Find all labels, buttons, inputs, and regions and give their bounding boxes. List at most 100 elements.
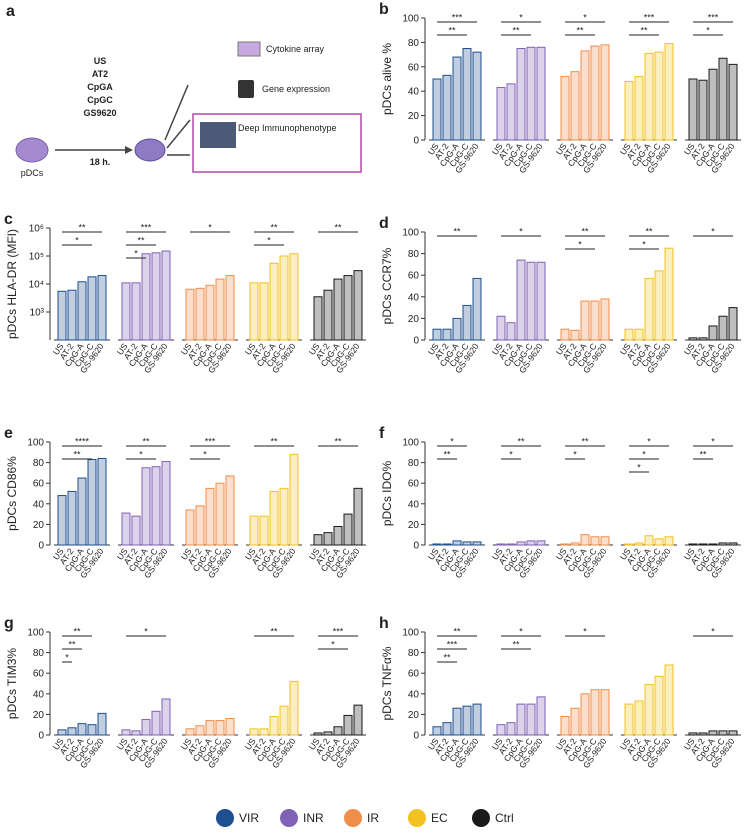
bar xyxy=(506,322,516,341)
bar xyxy=(590,300,600,341)
bar xyxy=(472,277,482,341)
bar xyxy=(269,490,279,546)
significance-label: ** xyxy=(443,653,451,663)
bar xyxy=(634,328,644,341)
bar xyxy=(718,57,728,141)
significance-label: ** xyxy=(270,437,278,447)
bar xyxy=(323,532,333,546)
bar xyxy=(77,477,87,546)
bar xyxy=(442,543,452,546)
bar xyxy=(728,542,738,546)
bar xyxy=(141,467,151,546)
y-tick-label: 40 xyxy=(408,87,420,98)
bar xyxy=(353,487,363,546)
y-tick-label: 60 xyxy=(33,669,45,680)
bar xyxy=(728,730,738,736)
significance-label: * xyxy=(331,640,335,650)
bar xyxy=(141,253,151,341)
bar xyxy=(536,261,546,341)
bar xyxy=(560,76,570,141)
bar xyxy=(121,512,131,546)
bar xyxy=(526,703,536,736)
significance-label: ** xyxy=(645,227,653,237)
y-tick-label: 10⁴ xyxy=(29,280,44,291)
significance-label: ** xyxy=(334,437,342,447)
bar xyxy=(161,250,171,341)
bar xyxy=(516,541,526,546)
bar xyxy=(151,466,161,546)
bar xyxy=(698,543,708,546)
bar xyxy=(634,700,644,736)
significance-label: *** xyxy=(708,13,719,23)
y-tick-label: 80 xyxy=(408,249,420,260)
bar xyxy=(131,515,141,546)
y-tick-label: 60 xyxy=(408,669,420,680)
bar xyxy=(442,74,452,141)
significance-label: * xyxy=(706,26,710,36)
significance-label: * xyxy=(573,450,577,460)
bar xyxy=(249,282,259,341)
bar xyxy=(590,45,600,141)
bar xyxy=(644,535,654,546)
bar xyxy=(67,727,77,736)
bar xyxy=(313,732,323,736)
significance-label: * xyxy=(642,240,646,250)
significance-label: * xyxy=(450,437,454,447)
cytometer-icon xyxy=(200,122,236,148)
significance-label: *** xyxy=(447,640,458,650)
y-axis-label: pDCs CD86% xyxy=(5,456,19,531)
y-tick-label: 10⁶ xyxy=(29,224,44,235)
legend-label: VIR xyxy=(239,811,259,825)
legend-label: INR xyxy=(303,811,324,825)
y-axis-label: pDCs alive % xyxy=(380,43,394,115)
y-tick-label: 60 xyxy=(408,271,420,282)
significance-label: * xyxy=(578,240,582,250)
treatment: GS9620 xyxy=(83,108,116,118)
treatment: CpGC xyxy=(87,95,113,105)
bar xyxy=(516,703,526,736)
bar xyxy=(97,457,107,546)
y-tick-label: 100 xyxy=(27,438,44,449)
significance-label: ** xyxy=(73,627,81,637)
bar xyxy=(462,48,472,141)
bar xyxy=(654,675,664,736)
y-tick-label: 10³ xyxy=(30,308,45,319)
significance-label: * xyxy=(583,13,587,23)
significance-label: ** xyxy=(78,223,86,233)
significance-label: *** xyxy=(644,13,655,23)
y-tick-label: 40 xyxy=(33,499,45,510)
y-tick-label: 20 xyxy=(33,710,45,721)
bar xyxy=(580,300,590,341)
bar xyxy=(624,543,634,546)
y-tick-label: 0 xyxy=(38,731,44,742)
significance-label: ** xyxy=(512,640,520,650)
significance-label: ** xyxy=(581,227,589,237)
bar xyxy=(560,715,570,736)
bar xyxy=(249,515,259,546)
bar xyxy=(195,725,205,736)
y-tick-label: 80 xyxy=(408,648,420,659)
y-axis-label: pDCs TNFα% xyxy=(380,646,394,720)
panel-letter: f xyxy=(379,425,385,442)
bar xyxy=(728,63,738,141)
bar xyxy=(654,270,664,341)
output-label: Deep Immunophenotype xyxy=(238,123,337,133)
significance-label: * xyxy=(65,653,69,663)
bar xyxy=(526,540,536,546)
bar xyxy=(708,68,718,141)
bar xyxy=(688,78,698,141)
bar xyxy=(526,46,536,141)
bar xyxy=(600,536,610,546)
bar xyxy=(452,56,462,141)
bar xyxy=(654,51,664,141)
bar xyxy=(506,543,516,546)
bar xyxy=(580,50,590,141)
bar xyxy=(353,270,363,341)
bar xyxy=(67,490,77,546)
bar xyxy=(624,703,634,736)
bar xyxy=(698,337,708,341)
bar xyxy=(97,275,107,341)
significance-label: * xyxy=(139,450,143,460)
bar xyxy=(249,728,259,736)
bar xyxy=(131,730,141,736)
